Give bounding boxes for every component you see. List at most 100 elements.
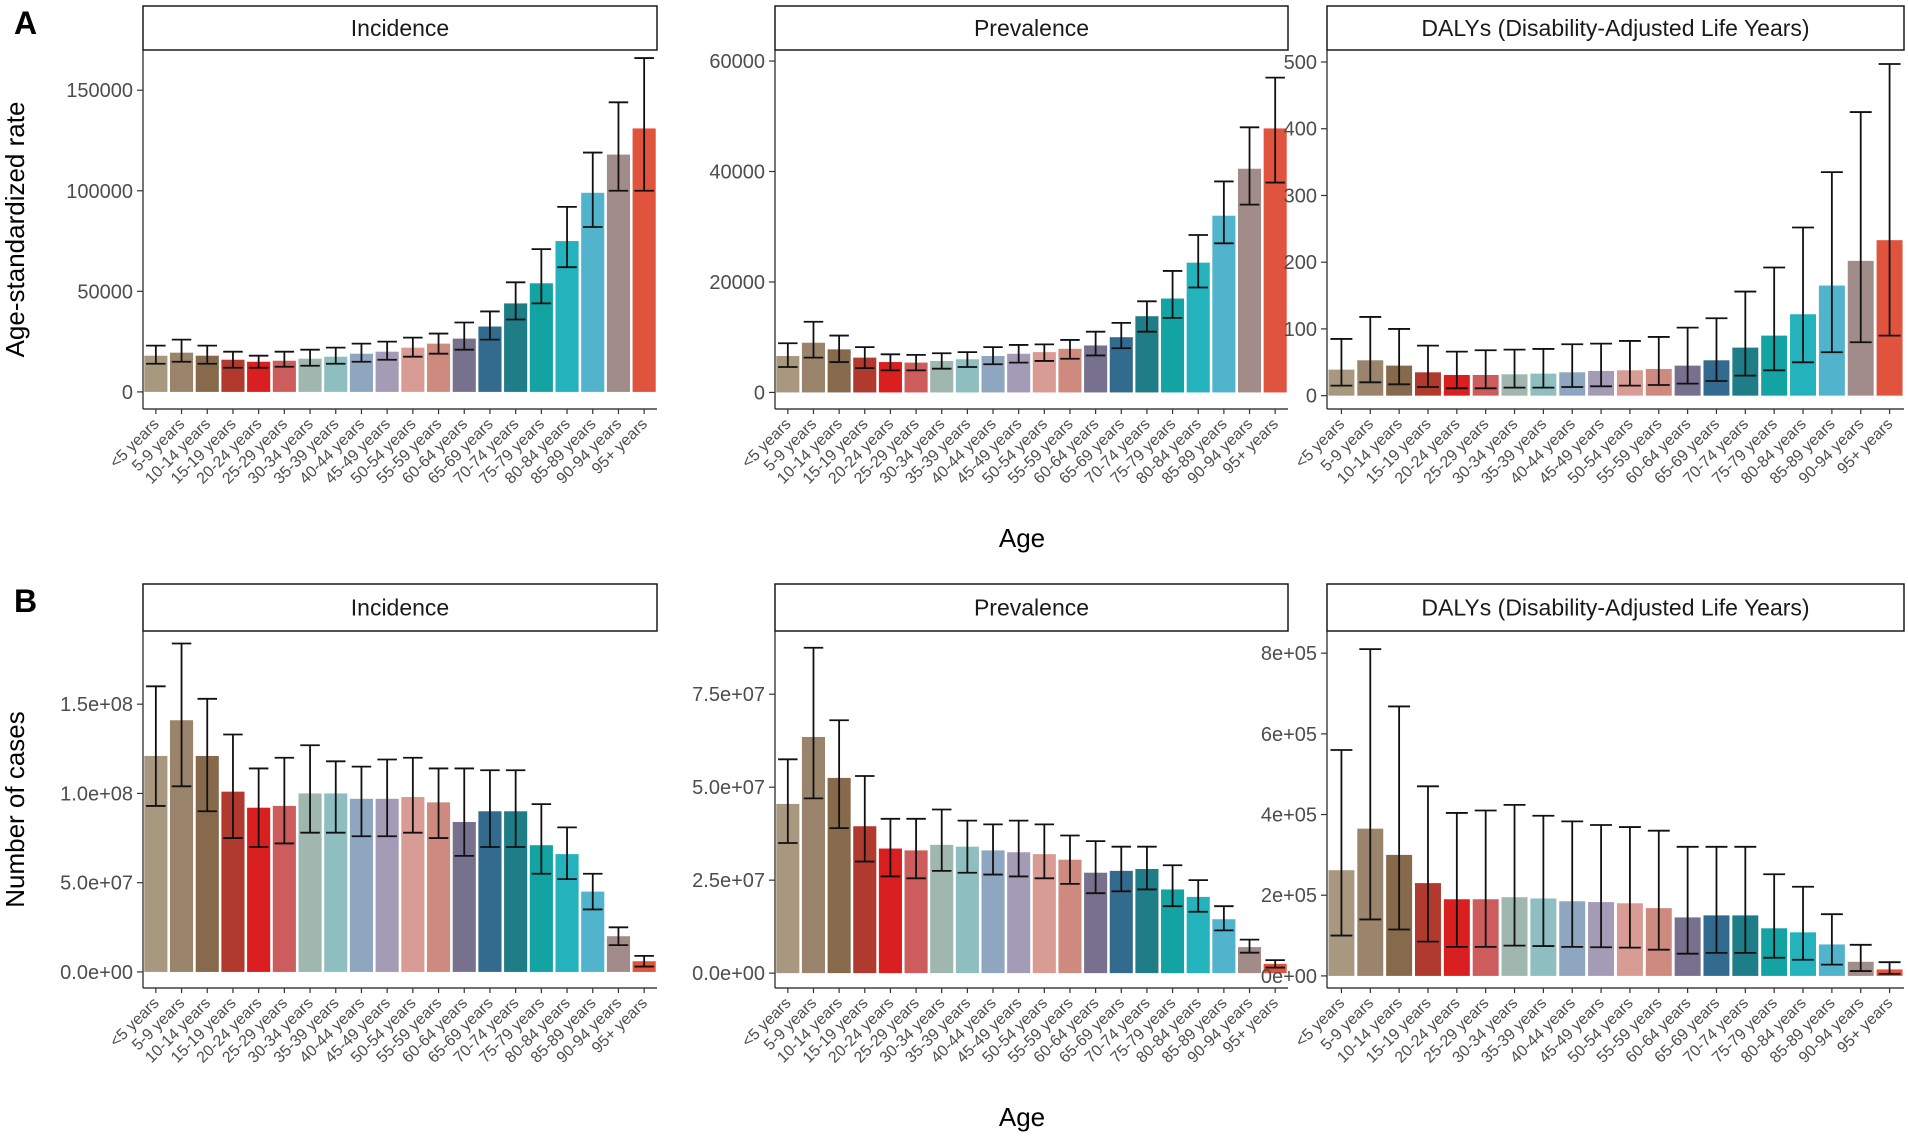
bar bbox=[1058, 859, 1082, 974]
bar bbox=[452, 821, 476, 972]
y-tick-label: 1.0e+08 bbox=[60, 783, 133, 805]
bar bbox=[1161, 889, 1185, 974]
bar bbox=[169, 720, 194, 972]
y-tick-label: 0e+00 bbox=[1261, 966, 1317, 988]
bar bbox=[955, 846, 979, 974]
bar bbox=[555, 854, 579, 972]
bar bbox=[1237, 168, 1262, 393]
bar bbox=[272, 805, 296, 972]
x-axis-title: Age bbox=[999, 523, 1045, 553]
bar bbox=[247, 807, 271, 972]
chart-panel-B-1: Incidence0.0e+005.0e+071.0e+081.5e+08<5 … bbox=[0, 583, 658, 1067]
bar bbox=[298, 793, 322, 972]
y-tick-label: 20000 bbox=[709, 272, 765, 294]
bar bbox=[452, 338, 476, 392]
bar bbox=[426, 802, 451, 972]
facet-title: Prevalence bbox=[974, 15, 1089, 41]
bar bbox=[1212, 919, 1236, 974]
bar bbox=[1186, 896, 1210, 974]
bar bbox=[272, 360, 296, 392]
bar bbox=[221, 791, 245, 972]
facet-title: Prevalence bbox=[974, 595, 1089, 621]
bar bbox=[1084, 872, 1108, 974]
y-tick-label: 6e+05 bbox=[1261, 724, 1317, 746]
bar bbox=[827, 777, 851, 974]
facet-title: Incidence bbox=[351, 595, 449, 621]
y-tick-label: 1.5e+08 bbox=[60, 694, 133, 716]
bar bbox=[827, 349, 851, 393]
bar bbox=[801, 342, 826, 393]
bar bbox=[1109, 870, 1133, 974]
chart-panel-B-2: Prevalence0.0e+002.5e+075.0e+077.5e+07<5… bbox=[692, 583, 1289, 1067]
bar bbox=[930, 844, 954, 974]
x-axis-title: Age bbox=[999, 1102, 1045, 1132]
bar bbox=[801, 736, 826, 974]
y-tick-label: 8e+05 bbox=[1261, 643, 1317, 665]
bar bbox=[144, 355, 168, 392]
bar bbox=[324, 793, 348, 972]
y-tick-label: 0 bbox=[122, 382, 133, 404]
y-tick-label: 40000 bbox=[709, 162, 765, 184]
bar bbox=[401, 797, 425, 972]
bar bbox=[581, 891, 605, 972]
facet-strip bbox=[774, 5, 1289, 51]
bar bbox=[776, 803, 800, 974]
facet-strip bbox=[1326, 583, 1905, 632]
bar bbox=[349, 798, 374, 972]
bar bbox=[195, 755, 219, 972]
bar bbox=[195, 355, 219, 392]
y-tick-label: 150000 bbox=[66, 80, 133, 102]
bar bbox=[1109, 337, 1133, 393]
y-tick-label: 2e+05 bbox=[1261, 885, 1317, 907]
bar bbox=[555, 241, 579, 392]
y-tick-label: 50000 bbox=[77, 281, 133, 303]
bar bbox=[1032, 854, 1056, 974]
bar bbox=[776, 355, 800, 393]
facet-strip bbox=[1326, 5, 1905, 51]
y-tick-label: 0.0e+00 bbox=[60, 962, 133, 984]
bar bbox=[375, 351, 399, 392]
bar bbox=[1007, 852, 1031, 974]
y-axis-title: Age-standardized rate bbox=[0, 102, 30, 358]
bar bbox=[144, 755, 168, 972]
y-tick-label: 0 bbox=[754, 382, 765, 404]
bar bbox=[349, 353, 374, 392]
bar bbox=[632, 128, 656, 392]
bar bbox=[581, 192, 605, 392]
bar bbox=[1263, 963, 1287, 974]
bar bbox=[529, 283, 553, 392]
y-tick-label: 200 bbox=[1284, 252, 1317, 274]
bar bbox=[981, 850, 1005, 974]
bar bbox=[853, 357, 877, 393]
bar bbox=[478, 326, 502, 392]
bar bbox=[1212, 215, 1236, 393]
facet-strip bbox=[142, 5, 658, 51]
bar bbox=[1186, 262, 1210, 393]
y-tick-label: 100000 bbox=[66, 181, 133, 203]
y-tick-label: 4e+05 bbox=[1261, 805, 1317, 827]
bar bbox=[504, 811, 528, 972]
bar bbox=[1161, 298, 1185, 393]
facet-title: DALYs (Disability-Adjusted Life Years) bbox=[1421, 595, 1809, 621]
bar bbox=[529, 845, 553, 972]
y-tick-label: 100 bbox=[1284, 319, 1317, 341]
bar bbox=[606, 154, 631, 392]
facet-title: Incidence bbox=[351, 15, 449, 41]
bar bbox=[1263, 128, 1287, 393]
bar bbox=[1084, 345, 1108, 393]
panel-label-B: B bbox=[14, 583, 37, 619]
facet-strip bbox=[774, 583, 1289, 632]
y-tick-label: 60000 bbox=[709, 51, 765, 73]
bar bbox=[324, 356, 348, 392]
bar bbox=[504, 303, 528, 392]
y-tick-label: 0 bbox=[1306, 386, 1317, 408]
bar bbox=[904, 850, 928, 974]
bar bbox=[298, 358, 322, 392]
bar bbox=[247, 361, 271, 392]
bar bbox=[375, 798, 399, 972]
bar bbox=[401, 347, 425, 392]
bar bbox=[1237, 947, 1262, 974]
bar bbox=[426, 343, 451, 392]
